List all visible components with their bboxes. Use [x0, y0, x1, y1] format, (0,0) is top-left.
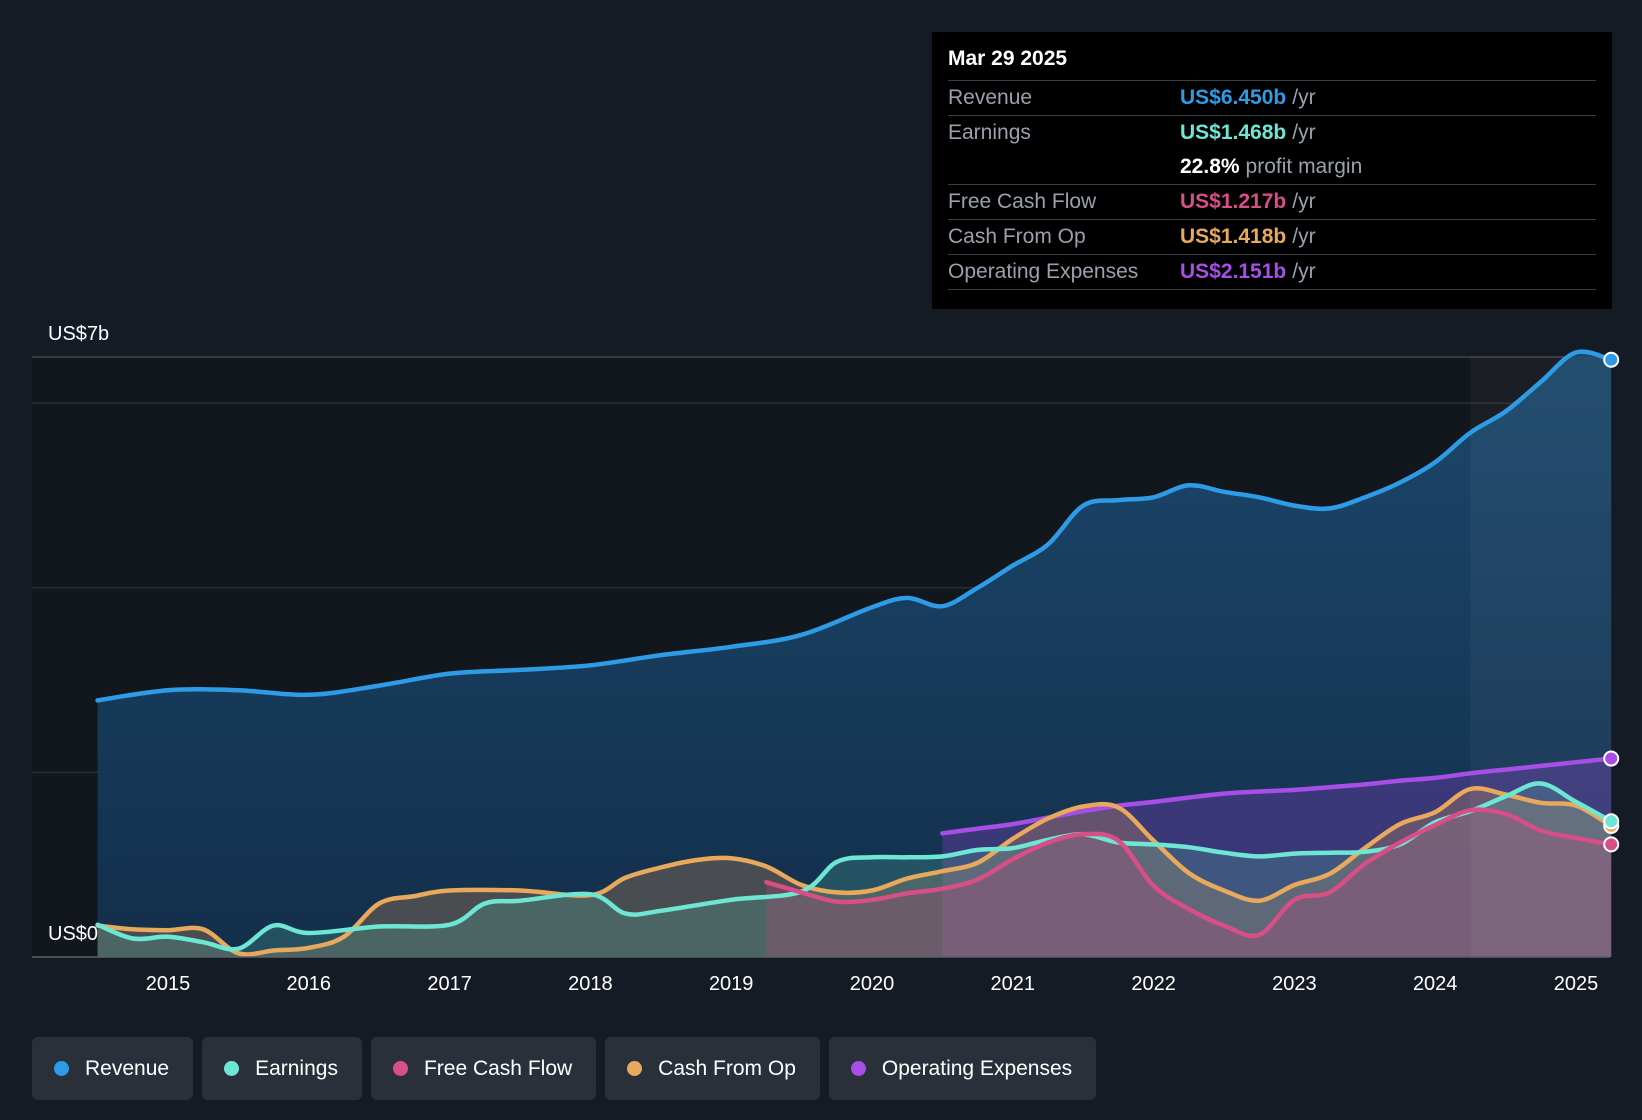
chart-tooltip: Mar 29 2025 Revenue US$6.450b /yr Earnin… — [932, 32, 1612, 309]
series-areas — [97, 351, 1612, 957]
y-axis-bottom-label: US$0 — [48, 923, 98, 945]
legend-label: Revenue — [85, 1056, 170, 1080]
x-tick-label: 2015 — [146, 973, 191, 995]
tooltip-label: Free Cash Flow — [948, 190, 1097, 213]
tooltip-row-operating-expenses: Operating Expenses US$2.151b /yr — [948, 255, 1596, 290]
legend-item-operating-expenses[interactable]: Operating Expenses — [828, 1037, 1097, 1100]
legend-item-cash-from-op[interactable]: Cash From Op — [605, 1037, 820, 1100]
tooltip-value: US$1.418b — [1180, 225, 1287, 248]
tooltip-row-profit-margin: 22.8% profit margin — [948, 150, 1596, 185]
tooltip-value: 22.8% — [1180, 155, 1240, 178]
tooltip-row-revenue: Revenue US$6.450b /yr — [948, 81, 1596, 116]
legend-label: Earnings — [255, 1056, 338, 1080]
operating-expenses-endpoint[interactable] — [1603, 750, 1620, 767]
series-endpoints — [1603, 351, 1620, 853]
x-tick-label: 2017 — [427, 973, 472, 995]
legend-label: Free Cash Flow — [423, 1056, 573, 1080]
tooltip-row-free-cash-flow: Free Cash Flow US$1.217b /yr — [948, 185, 1596, 220]
cash-from-op-area — [97, 788, 1612, 957]
legend-item-revenue[interactable]: Revenue — [32, 1037, 194, 1100]
x-axis-ticks: 2015 2016 2017 2018 2019 2020 2021 2022 2023 2024… — [146, 973, 1599, 995]
free-cash-flow-line — [764, 807, 1614, 939]
legend-item-earnings[interactable]: Earnings — [202, 1037, 362, 1100]
tooltip-label — [948, 150, 1180, 184]
legend-dot-icon — [54, 1061, 69, 1076]
x-tick-label: 2022 — [1131, 973, 1176, 995]
earnings-area — [97, 783, 1612, 957]
x-tick-label: 2025 — [1554, 973, 1599, 995]
tooltip-row-cash-from-op: Cash From Op US$1.418b /yr — [948, 220, 1596, 255]
tooltip-label: Cash From Op — [948, 225, 1086, 248]
tooltip-label: Earnings — [948, 121, 1031, 144]
tooltip-row-earnings: Earnings US$1.468b /yr — [948, 116, 1596, 150]
tooltip-unit: /yr — [1292, 260, 1316, 283]
x-tick-label: 2024 — [1413, 973, 1458, 995]
tooltip-unit: /yr — [1292, 225, 1316, 248]
x-tick-label: 2023 — [1272, 973, 1317, 995]
x-tick-label: 2018 — [568, 973, 613, 995]
free-cash-flow-endpoint[interactable] — [1603, 836, 1620, 853]
tooltip-value: US$1.217b — [1180, 190, 1287, 213]
cash-from-op-line — [95, 786, 1614, 957]
tooltip-value: US$1.468b — [1180, 121, 1287, 144]
tooltip-label: Revenue — [948, 86, 1033, 109]
x-tick-label: 2020 — [850, 973, 895, 995]
legend-dot-icon — [392, 1061, 408, 1076]
revenue-line — [95, 349, 1614, 703]
recent-period-highlight — [1470, 357, 1612, 957]
x-tick-label: 2019 — [709, 973, 754, 995]
legend-dot-icon — [850, 1061, 866, 1076]
tooltip-date: Mar 29 2025 — [948, 44, 1596, 81]
tooltip-value: US$2.151b — [1180, 260, 1287, 283]
legend-item-free-cash-flow[interactable]: Free Cash Flow — [370, 1037, 597, 1100]
revenue-endpoint[interactable] — [1603, 351, 1620, 368]
revenue-area — [97, 351, 1612, 957]
tooltip-label: Operating Expenses — [948, 260, 1139, 283]
series-lines — [95, 349, 1614, 957]
legend-label: Cash From Op — [658, 1056, 796, 1080]
tooltip-unit: /yr — [1292, 86, 1316, 109]
legend-dot-icon — [224, 1061, 240, 1076]
tooltip-unit: /yr — [1292, 190, 1316, 213]
tooltip-value: US$6.450b — [1180, 86, 1287, 109]
earnings-endpoint[interactable] — [1603, 813, 1620, 830]
tooltip-unit: /yr — [1292, 121, 1316, 144]
legend-label: Operating Expenses — [881, 1056, 1073, 1080]
tooltip-unit: profit margin — [1245, 155, 1363, 178]
x-tick-label: 2021 — [991, 973, 1036, 995]
x-tick-label: 2016 — [287, 973, 332, 995]
y-axis-top-label: US$7b — [48, 323, 109, 345]
legend: Revenue Earnings Free Cash Flow Cash Fro… — [32, 1037, 1097, 1100]
legend-dot-icon — [627, 1061, 643, 1076]
